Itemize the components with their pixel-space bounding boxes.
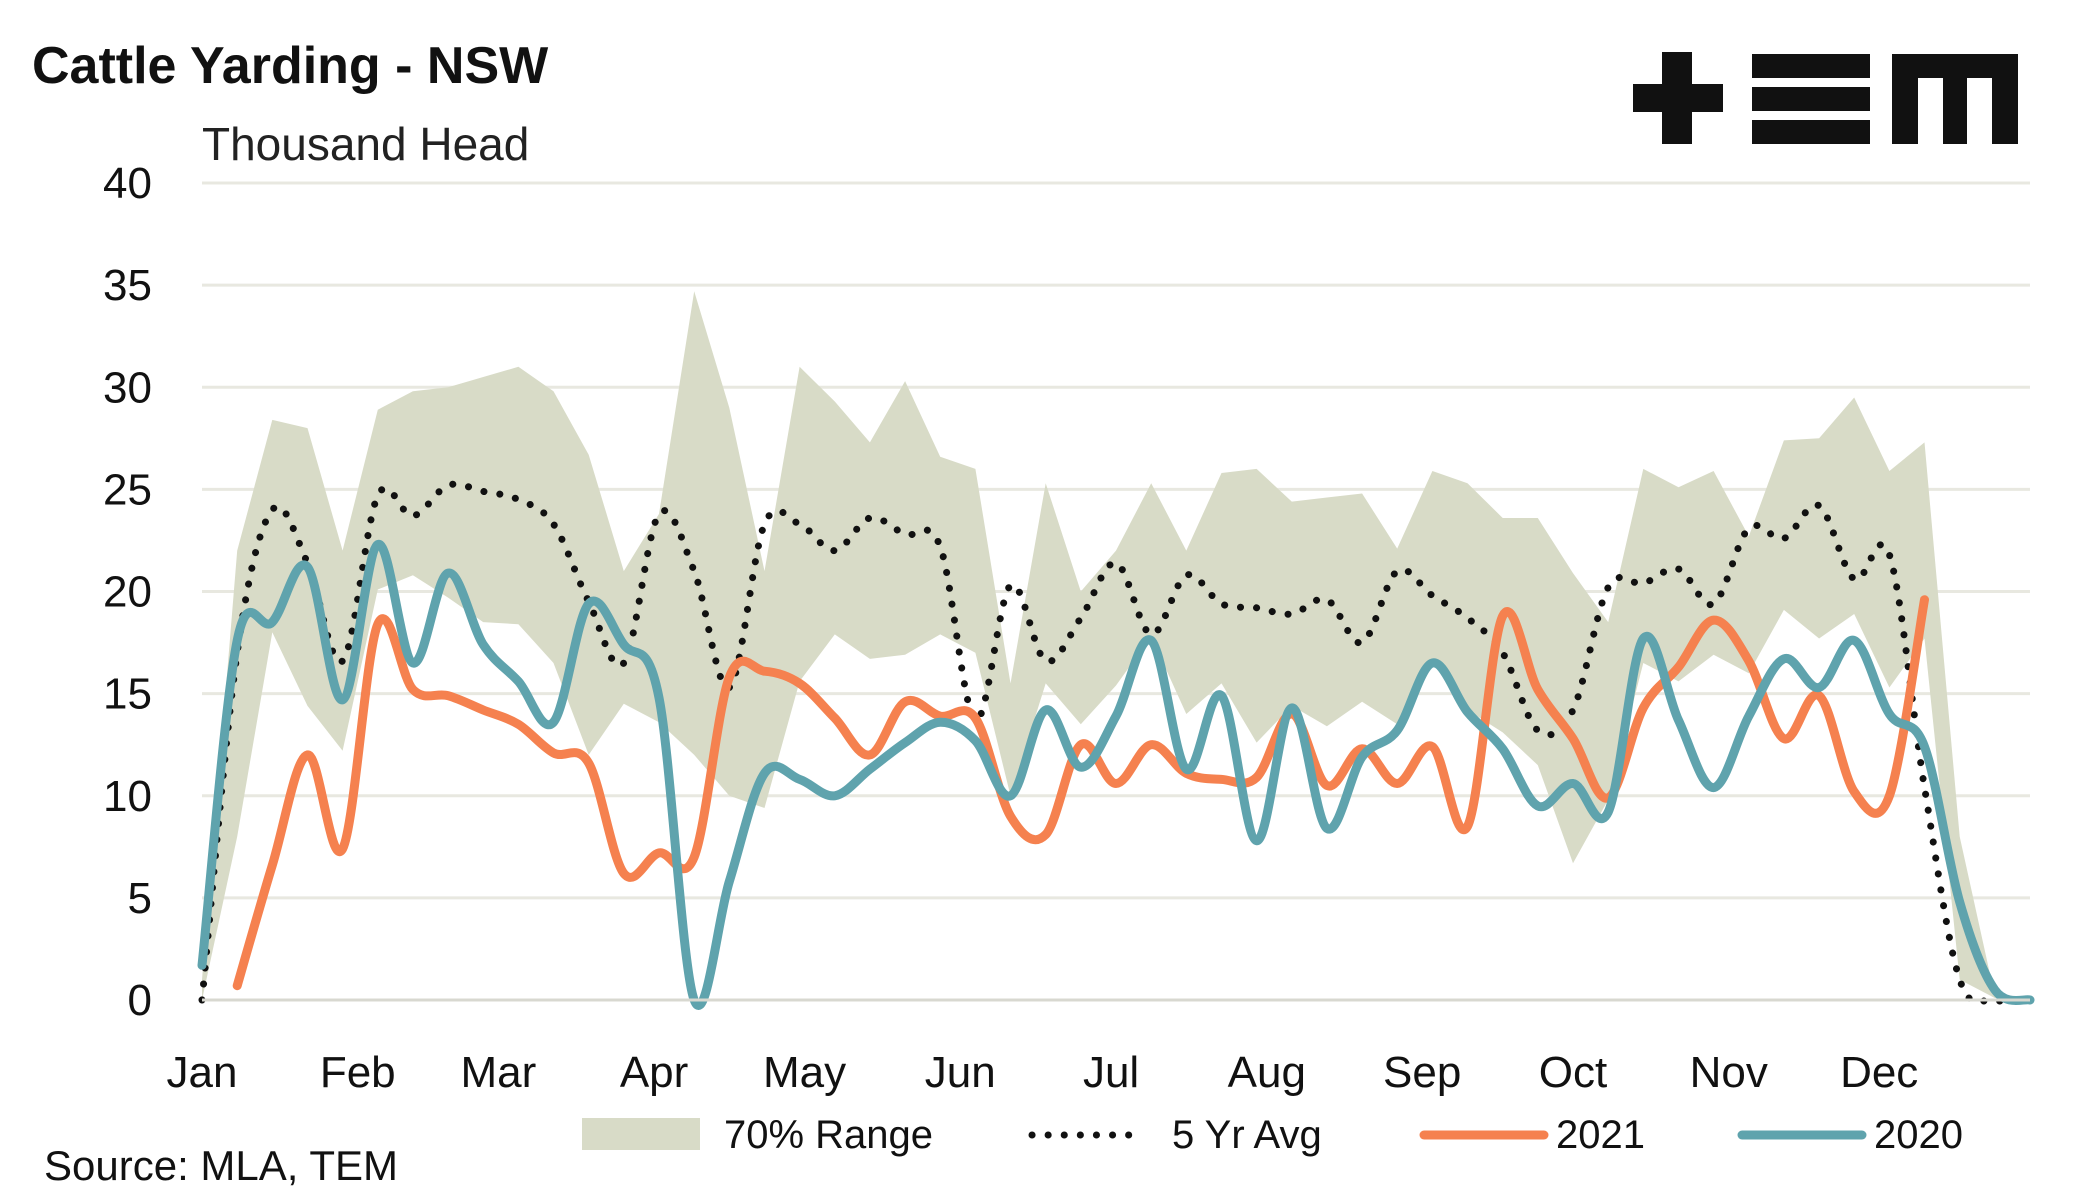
y-axis-label: Thousand Head xyxy=(202,118,529,170)
x-tick-label-apr: Apr xyxy=(620,1048,688,1097)
x-tick-label-jan: Jan xyxy=(167,1048,238,1097)
y-tick-label-0: 0 xyxy=(128,976,152,1025)
series-2021-line xyxy=(232,595,1929,991)
x-tick-label-aug: Aug xyxy=(1228,1048,1306,1097)
legend-label-avg: 5 Yr Avg xyxy=(1172,1113,1322,1157)
legend-label-range: 70% Range xyxy=(724,1113,933,1157)
plot-area xyxy=(197,291,2035,1010)
x-tick-label-feb: Feb xyxy=(320,1048,396,1097)
series-70-range-area xyxy=(202,291,2030,1000)
y-tick-label-5: 5 xyxy=(128,874,152,923)
legend-label-2020: 2020 xyxy=(1874,1113,1963,1157)
y-tick-label-30: 30 xyxy=(103,363,152,412)
source-note: Source: MLA, TEM xyxy=(44,1142,398,1189)
y-axis-ticks: 0 5 10 15 20 25 30 35 40 xyxy=(103,159,152,1025)
x-tick-label-dec: Dec xyxy=(1840,1048,1918,1097)
y-tick-label-35: 35 xyxy=(103,261,152,310)
y-tick-label-25: 25 xyxy=(103,465,152,514)
series-2020-line xyxy=(197,539,2035,1010)
y-tick-label-15: 15 xyxy=(103,670,152,719)
x-tick-label-jul: Jul xyxy=(1083,1048,1139,1097)
x-tick-label-mar: Mar xyxy=(460,1048,536,1097)
x-tick-label-sep: Sep xyxy=(1383,1048,1461,1097)
x-tick-label-jun: Jun xyxy=(925,1048,996,1097)
y-tick-label-40: 40 xyxy=(103,159,152,208)
y-tick-label-10: 10 xyxy=(103,772,152,821)
x-axis-ticks: Jan Feb Mar Apr May Jun Jul Aug Sep Oct Nov Dec xyxy=(167,1048,1919,1097)
y-tick-label-20: 20 xyxy=(103,568,152,617)
x-tick-label-oct: Oct xyxy=(1539,1048,1607,1097)
legend: 70% Range 5 Yr Avg 2021 2020 xyxy=(582,1113,1963,1157)
chart-title: Cattle Yarding - NSW xyxy=(32,37,549,95)
tem-logo xyxy=(1633,52,2018,144)
legend-label-2021: 2021 xyxy=(1556,1113,1645,1157)
x-tick-label-may: May xyxy=(763,1048,846,1097)
legend-swatch-range xyxy=(582,1118,700,1150)
x-tick-label-nov: Nov xyxy=(1690,1048,1768,1097)
